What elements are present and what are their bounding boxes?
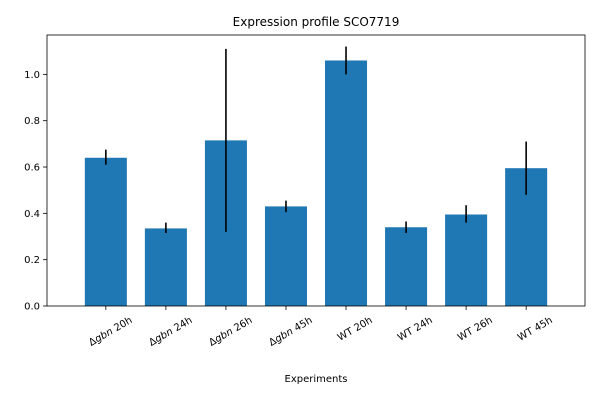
y-tick-label-5: 1.0: [24, 70, 40, 81]
x-tick-label-5: WT 24h: [396, 315, 435, 344]
error-bars-group: [105, 46, 527, 234]
bar-0: [84, 157, 127, 306]
x-tick-label-1: Δgbn 24h: [147, 315, 194, 349]
chart-title: Expression profile SCO7719: [233, 15, 400, 29]
x-tick-label-7: WT 45h: [516, 315, 555, 344]
x-axis-label: Experiments: [285, 374, 348, 385]
x-axis-ticks: Δgbn 20h Δgbn 24h Δgbn 26h Δgbn 45h WT 20h WT…: [87, 306, 555, 349]
x-tick-label-0: Δgbn 20h: [87, 315, 134, 349]
bar-3: [264, 206, 307, 306]
y-tick-label-0: 0.0: [24, 302, 40, 313]
x-tick-label-4: WT 20h: [336, 315, 375, 344]
bar-4: [325, 60, 368, 306]
y-tick-label-4: 0.8: [24, 116, 40, 127]
y-tick-label-1: 0.2: [24, 255, 40, 266]
bar-6: [445, 214, 488, 306]
x-tick-label-2: Δgbn 26h: [207, 315, 254, 349]
x-tick-label-6: WT 26h: [456, 315, 495, 344]
plot-frame: [46, 34, 586, 307]
x-tick-label-3: Δgbn 45h: [267, 315, 314, 349]
y-axis-ticks: 0.0 0.2 0.4 0.6 0.8 1.0: [24, 70, 47, 313]
bar-1: [144, 228, 187, 306]
y-tick-label-2: 0.4: [24, 209, 40, 220]
y-tick-label-3: 0.6: [24, 163, 40, 174]
bars-group: [84, 60, 548, 306]
bar-5: [385, 227, 428, 306]
